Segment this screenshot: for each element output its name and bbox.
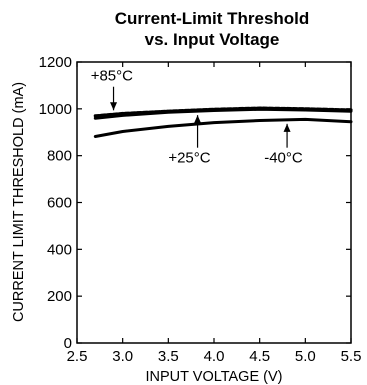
- annotation-arrowhead: [283, 123, 291, 132]
- axis-ticks: 2.5 3.0 3.5 4.0 4.5 5.0 5.5 0 200 400 600 800 1000 12…: [39, 54, 362, 365]
- y-axis-label: CURRENT LIMIT THRESHOLD (mA): [11, 82, 27, 322]
- y-tick-label: 800: [47, 148, 72, 165]
- x-tick-label: 2.5: [67, 348, 88, 365]
- y-tick-label: 400: [47, 241, 72, 258]
- y-tick-label: 0: [64, 335, 72, 352]
- x-tick-label: 5.5: [341, 348, 362, 365]
- series-line-2: [93, 117, 353, 138]
- series-label: +85°C: [91, 68, 133, 85]
- y-tick-label: 1000: [39, 101, 72, 118]
- y-tick-label: 200: [47, 288, 72, 305]
- chart-title-line2: vs. Input Voltage: [145, 30, 280, 49]
- x-tick-label: 4.5: [249, 348, 270, 365]
- annotation-arrowhead: [110, 102, 118, 111]
- annotation-arrowhead: [194, 115, 202, 124]
- data-series: [93, 106, 353, 138]
- x-axis-label: INPUT VOLTAGE (V): [146, 369, 283, 385]
- x-tick-label: 4.0: [204, 348, 225, 365]
- series-label: -40°C: [264, 150, 303, 167]
- series-label: +25°C: [168, 150, 210, 167]
- x-tick-label: 3.0: [112, 348, 133, 365]
- y-tick-label: 600: [47, 195, 72, 212]
- plot-frame: [76, 61, 352, 344]
- x-tick-label: 3.5: [158, 348, 179, 365]
- chart-title-line1: Current-Limit Threshold: [115, 9, 310, 28]
- annotations: +85°C +25°C -40°C: [91, 68, 303, 167]
- x-tick-label: 5.0: [295, 348, 316, 365]
- series-line-1: [93, 107, 353, 120]
- y-tick-label: 1200: [39, 54, 72, 71]
